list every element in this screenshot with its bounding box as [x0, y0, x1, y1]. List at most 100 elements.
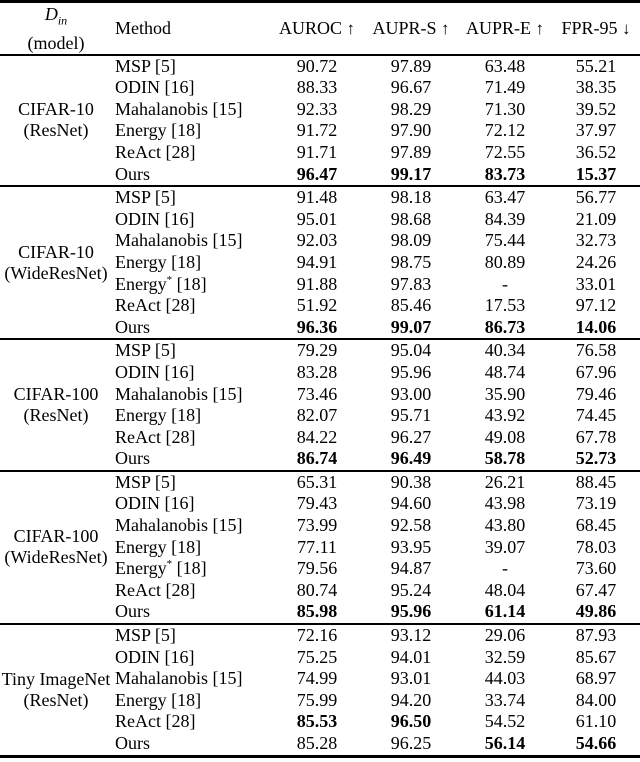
metric-value-cell: 96.47: [296, 163, 338, 184]
metric-value-cell: 51.92: [296, 295, 338, 316]
metric-value-cell: 68.97: [575, 668, 617, 689]
metric-value-cell: 90.72: [296, 55, 338, 76]
method-cell: ODIN [16]: [115, 77, 195, 98]
method-row: CIFAR-100 (WideResNet) MSP [5] 65.31 90.38 26…: [0, 471, 640, 568]
metric-value-cell: 85.67: [575, 646, 617, 667]
metric-value-cell: 72.12: [484, 120, 526, 141]
metric-value-cell: 61.14: [484, 601, 526, 622]
method-row: ODIN [16] 75.25 94.01 32.59 85.67: [0, 647, 640, 669]
metric-value-cell: 79.43: [296, 493, 338, 514]
metric-value-cell: 96.50: [390, 711, 432, 732]
metric-value-cell: 65.31: [296, 471, 338, 492]
method-cell: MSP [5]: [115, 471, 176, 492]
metric-value-cell: 96.67: [390, 77, 432, 98]
dataset-label-line: (ResNet): [23, 405, 89, 426]
metric-value-cell: 33.01: [575, 273, 617, 294]
metric-value-cell: 91.88: [296, 273, 338, 294]
metric-value-cell: 72.55: [484, 141, 526, 162]
dataset-label-line: CIFAR-10: [18, 99, 94, 120]
method-cell: Mahalanobis [15]: [115, 230, 243, 251]
method-row: Ours 96.36 99.07 86.73 14.06: [0, 317, 640, 340]
metric-value-cell: 56.77: [575, 187, 617, 208]
metric-value-cell: 79.46: [575, 383, 617, 404]
method-cell: Energy [18]: [115, 689, 202, 710]
metric-value-cell: 76.58: [575, 340, 617, 361]
metric-value-cell: 63.47: [484, 187, 526, 208]
metric-value-cell: 93.01: [390, 668, 432, 689]
method-cell: Ours: [115, 163, 150, 184]
metric-value-cell: 97.89: [390, 141, 432, 162]
metric-value-cell: 33.74: [484, 689, 526, 710]
metric-value-cell: 49.08: [484, 426, 526, 447]
metric-value-cell: 97.89: [390, 55, 432, 76]
metric-value-cell: 63.48: [484, 55, 526, 76]
metric-value-cell: -: [502, 273, 508, 294]
metric-value-cell: -: [502, 558, 508, 579]
up-arrow-icon: ↑: [441, 18, 450, 38]
metric-value-cell: 78.03: [575, 536, 617, 557]
metric-value-cell: 96.25: [390, 733, 432, 753]
method-cell: Mahalanobis [15]: [115, 98, 243, 119]
dataset-group: CIFAR-100 (WideResNet) MSP [5] 65.31 90.38 26…: [0, 470, 640, 624]
up-arrow-icon: ↑: [346, 18, 356, 38]
metric-value-cell: 48.04: [484, 579, 526, 600]
metric-value-cell: 37.97: [575, 120, 617, 141]
metric-value-cell: 79.56: [296, 558, 338, 579]
method-cell: MSP [5]: [115, 187, 176, 208]
metric-value-cell: 49.86: [575, 601, 617, 622]
metric-value-cell: 96.49: [390, 448, 432, 469]
metric-value-cell: 29.06: [484, 625, 526, 646]
metric-value-cell: 43.92: [484, 405, 526, 426]
method-row: Ours 85.28 96.25 56.14 54.66: [0, 733, 640, 756]
dataset-label-line: CIFAR-100: [13, 384, 99, 405]
metric-value-cell: 93.00: [390, 383, 432, 404]
metric-value-cell: 17.53: [484, 295, 526, 316]
header-din-model: Din (model): [0, 2, 112, 55]
metric-value-cell: 75.25: [296, 646, 338, 667]
metric-value-cell: 74.99: [296, 668, 338, 689]
method-cell: Energy [18]: [115, 251, 202, 272]
method-row: ReAct [28] 80.74 95.24 48.04 67.47: [0, 580, 640, 602]
header-aupr-s: AUPR-S ↑: [372, 17, 450, 38]
method-row: Energy [18] 94.91 98.75 80.89 24.26: [0, 252, 640, 274]
metric-value-cell: 71.49: [484, 77, 526, 98]
metric-value-cell: 72.16: [296, 625, 338, 646]
metric-value-cell: 94.87: [390, 558, 432, 579]
method-cell: Mahalanobis [15]: [115, 515, 243, 536]
metric-value-cell: 82.07: [296, 405, 338, 426]
metric-value-cell: 40.34: [484, 340, 526, 361]
dataset-label-line: CIFAR-10: [18, 241, 94, 262]
metric-value-cell: 85.46: [390, 295, 432, 316]
metric-value-cell: 67.47: [575, 579, 617, 600]
metric-value-cell: 75.99: [296, 689, 338, 710]
method-cell: MSP [5]: [115, 55, 176, 76]
header-method: Method: [115, 17, 171, 38]
metric-value-cell: 94.91: [296, 251, 338, 272]
metric-value-cell: 38.35: [575, 77, 617, 98]
metric-value-cell: 43.98: [484, 493, 526, 514]
method-cell: MSP [5]: [115, 625, 176, 646]
metric-value-cell: 79.29: [296, 340, 338, 361]
metric-value-cell: 95.04: [390, 340, 432, 361]
method-cell: Mahalanobis [15]: [115, 668, 243, 689]
method-row: Energy [18] 75.99 94.20 33.74 84.00: [0, 690, 640, 712]
metric-value-cell: 98.29: [390, 98, 432, 119]
metric-value-cell: 97.12: [575, 295, 617, 316]
down-arrow-icon: ↓: [622, 18, 631, 38]
method-row: Mahalanobis [15] 73.46 93.00 35.90 79.46: [0, 384, 640, 406]
method-row: CIFAR-100 (ResNet) MSP [5] 79.29 95.04 40.34 7…: [0, 339, 640, 425]
metric-value-cell: 71.30: [484, 98, 526, 119]
dataset-cell: Tiny ImageNet (ResNet): [0, 624, 112, 756]
metric-value-cell: 99.07: [390, 316, 432, 337]
metric-value-cell: 93.12: [390, 625, 432, 646]
method-cell: Ours: [115, 316, 150, 337]
metric-value-cell: 14.06: [575, 316, 617, 337]
metric-value-cell: 58.78: [484, 448, 526, 469]
dataset-group: CIFAR-10 (ResNet) MSP [5] 90.72 97.89 63.48 55…: [0, 54, 640, 187]
metric-value-cell: 80.89: [484, 251, 526, 272]
metric-value-cell: 52.73: [575, 448, 617, 469]
method-row: Ours 96.47 99.17 83.73 15.37: [0, 164, 640, 187]
metric-value-cell: 84.00: [575, 689, 617, 710]
metric-value-cell: 73.19: [575, 493, 617, 514]
table-header: Din (model) Method AUROC ↑ AUPR-S ↑ AUPR…: [0, 2, 640, 55]
